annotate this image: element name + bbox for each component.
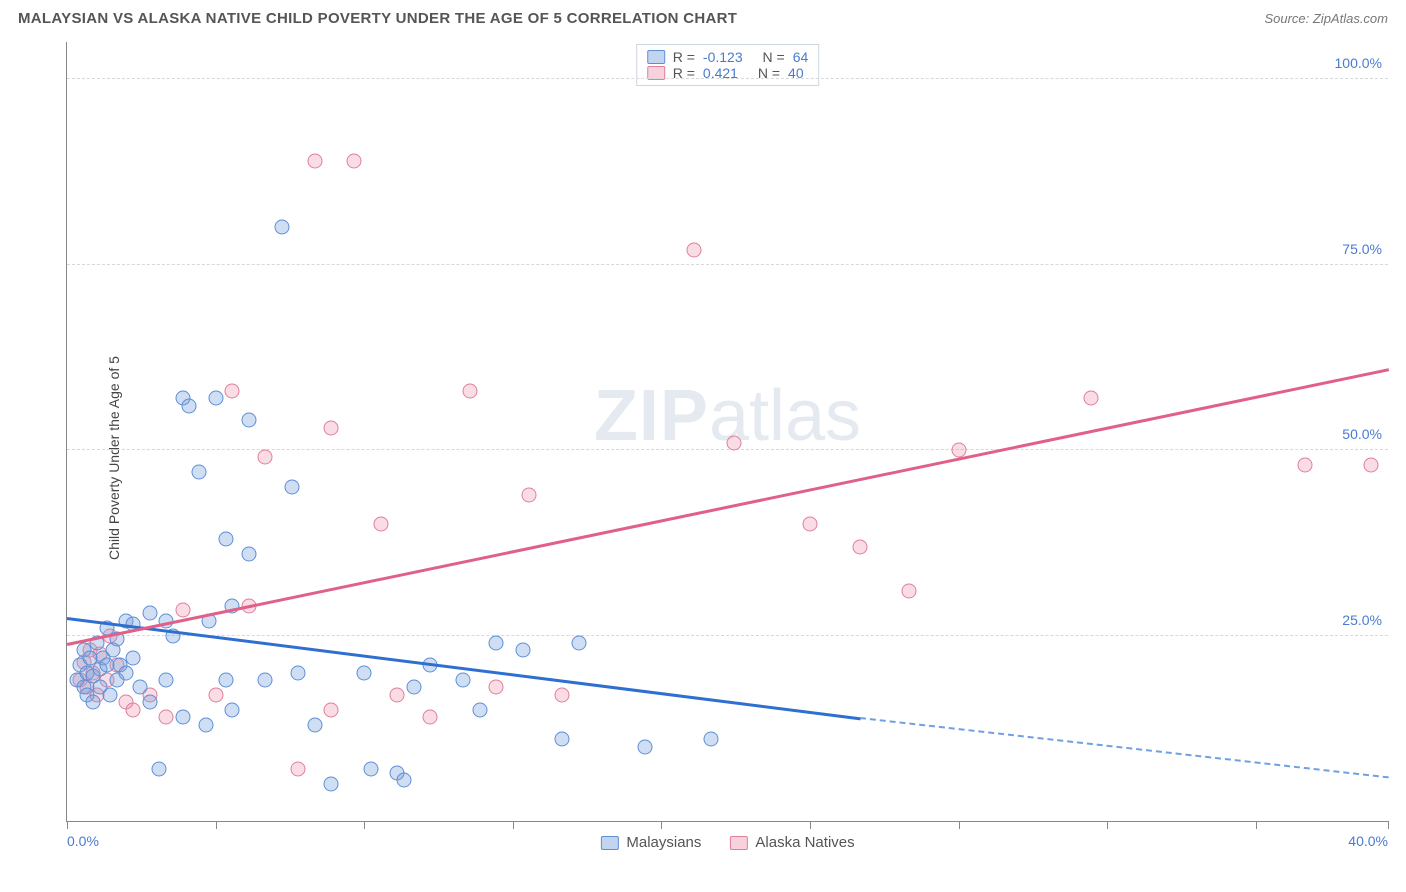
data-point: [274, 220, 289, 235]
data-point: [571, 635, 586, 650]
data-point: [291, 665, 306, 680]
trend-line: [859, 717, 1388, 778]
data-point: [357, 665, 372, 680]
data-point: [175, 710, 190, 725]
trend-line: [67, 617, 860, 720]
data-point: [225, 383, 240, 398]
chart-container: Child Poverty Under the Age of 5 ZIPatla…: [18, 42, 1388, 874]
data-point: [390, 687, 405, 702]
data-point: [132, 680, 147, 695]
y-tick-label: 25.0%: [1342, 612, 1382, 628]
y-tick-label: 100.0%: [1335, 55, 1382, 71]
legend-row-series1: R = -0.123 N = 64: [647, 49, 809, 65]
legend-item-series1: Malaysians: [600, 834, 701, 851]
data-point: [555, 732, 570, 747]
data-point: [218, 673, 233, 688]
data-point: [225, 702, 240, 717]
x-tick: [1388, 821, 1389, 829]
data-point: [852, 539, 867, 554]
data-point: [423, 710, 438, 725]
gridline: [67, 635, 1388, 636]
x-tick: [216, 821, 217, 829]
data-point: [703, 732, 718, 747]
data-point: [1364, 457, 1379, 472]
data-point: [1298, 457, 1313, 472]
data-point: [218, 532, 233, 547]
gridline: [67, 264, 1388, 265]
data-point: [406, 680, 421, 695]
x-tick: [364, 821, 365, 829]
data-point: [241, 413, 256, 428]
swatch-series2: [729, 836, 747, 850]
x-tick: [959, 821, 960, 829]
x-tick: [661, 821, 662, 829]
data-point: [396, 773, 411, 788]
data-point: [637, 739, 652, 754]
data-point: [284, 480, 299, 495]
y-tick-label: 75.0%: [1342, 241, 1382, 257]
data-point: [1083, 391, 1098, 406]
data-point: [324, 702, 339, 717]
data-point: [126, 702, 141, 717]
data-point: [555, 687, 570, 702]
x-tick: [1107, 821, 1108, 829]
correlation-legend: R = -0.123 N = 64 R = 0.421 N = 40: [636, 44, 820, 86]
x-tick-label: 40.0%: [1348, 833, 1388, 849]
data-point: [192, 465, 207, 480]
data-point: [159, 710, 174, 725]
data-point: [258, 673, 273, 688]
data-point: [208, 687, 223, 702]
data-point: [324, 420, 339, 435]
source-attribution: Source: ZipAtlas.com: [1264, 11, 1388, 26]
data-point: [324, 776, 339, 791]
data-point: [119, 665, 134, 680]
series-legend: Malaysians Alaska Natives: [600, 834, 854, 851]
legend-item-series2: Alaska Natives: [729, 834, 854, 851]
data-point: [373, 517, 388, 532]
data-point: [291, 762, 306, 777]
data-point: [462, 383, 477, 398]
data-point: [175, 602, 190, 617]
data-point: [258, 450, 273, 465]
data-point: [456, 673, 471, 688]
x-tick-label: 0.0%: [67, 833, 99, 849]
data-point: [347, 153, 362, 168]
data-point: [102, 687, 117, 702]
data-point: [307, 153, 322, 168]
swatch-series1: [647, 50, 665, 64]
gridline: [67, 78, 1388, 79]
x-tick: [67, 821, 68, 829]
data-point: [363, 762, 378, 777]
data-point: [522, 487, 537, 502]
data-point: [159, 673, 174, 688]
data-point: [803, 517, 818, 532]
data-point: [515, 643, 530, 658]
data-point: [198, 717, 213, 732]
data-point: [142, 606, 157, 621]
x-tick: [1256, 821, 1257, 829]
data-point: [307, 717, 322, 732]
swatch-series1: [600, 836, 618, 850]
data-point: [241, 546, 256, 561]
data-point: [687, 242, 702, 257]
data-point: [902, 584, 917, 599]
y-tick-label: 50.0%: [1342, 426, 1382, 442]
plot-area: ZIPatlas R = -0.123 N = 64 R = 0.421 N =…: [66, 42, 1388, 822]
x-tick: [810, 821, 811, 829]
data-point: [182, 398, 197, 413]
data-point: [152, 762, 167, 777]
x-tick: [513, 821, 514, 829]
data-point: [208, 391, 223, 406]
data-point: [489, 680, 504, 695]
data-point: [472, 702, 487, 717]
data-point: [727, 435, 742, 450]
chart-title: MALAYSIAN VS ALASKA NATIVE CHILD POVERTY…: [18, 10, 737, 27]
data-point: [126, 650, 141, 665]
trend-line: [67, 368, 1390, 645]
data-point: [142, 695, 157, 710]
data-point: [86, 695, 101, 710]
data-point: [489, 635, 504, 650]
